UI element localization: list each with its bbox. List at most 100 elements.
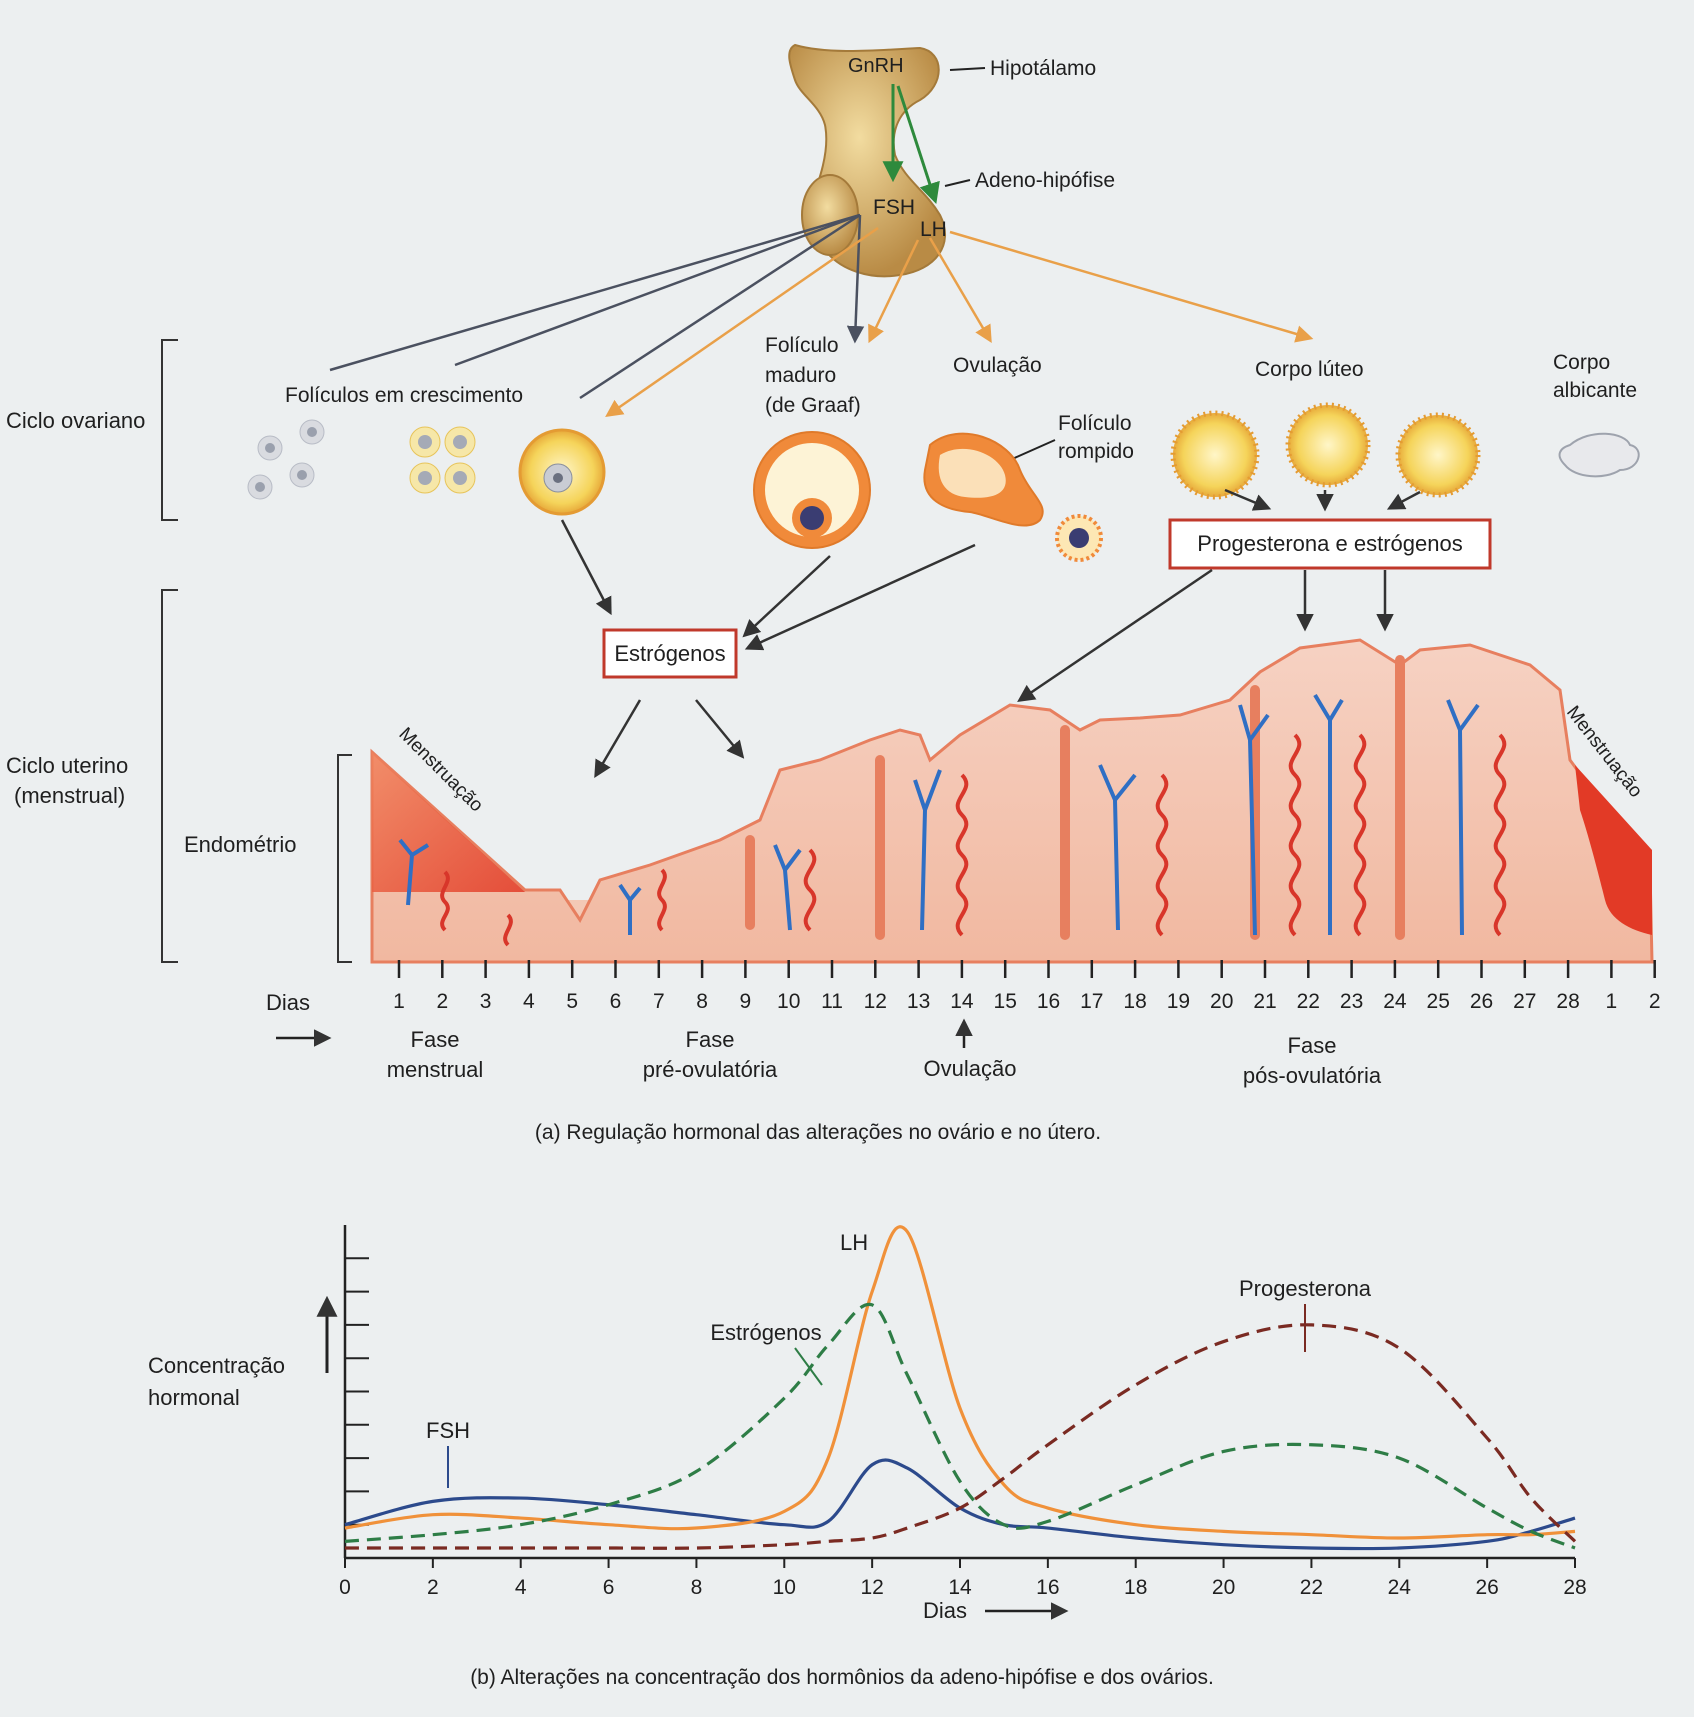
- day-label: 8: [696, 990, 708, 1013]
- fsh-arrows: [329, 213, 865, 400]
- corpo-albicante-label-2: albicante: [1553, 379, 1637, 402]
- series-line-estrogenos: [344, 1302, 1576, 1550]
- x-tick-label: 16: [1036, 1576, 1059, 1599]
- ciclo-ovariano-label: Ciclo ovariano: [6, 408, 145, 433]
- uterine-bracket: [161, 589, 178, 963]
- ciclo-uterino-label-2: (menstrual): [14, 783, 125, 808]
- day-label: 1: [1606, 990, 1618, 1013]
- series-line-progesterona: [345, 1323, 1577, 1550]
- day-timeline: 1 2 3 4 5 6 7 8 9 10 11 12 13 14 15 16 17 18 19 20 21 22 23 24 2…: [393, 960, 1661, 1013]
- x-tick-label: 14: [948, 1576, 972, 1599]
- endometrium-illustration: [370, 638, 1654, 964]
- day-label: 16: [1037, 990, 1060, 1013]
- lh-arrows: [605, 226, 1314, 417]
- ovulacao-day-label: Ovulação: [924, 1056, 1017, 1081]
- series-label-estrogenos: Estrógenos: [710, 1320, 821, 1345]
- day-label: 10: [777, 990, 800, 1013]
- day-label: 14: [950, 990, 974, 1013]
- day-label: 19: [1167, 990, 1190, 1013]
- hipotalamo-label: Hipotálamo: [990, 57, 1096, 80]
- series-line-fsh: [344, 1458, 1576, 1551]
- day-label: 6: [610, 990, 622, 1013]
- day-label: 7: [653, 990, 665, 1013]
- day-label: 26: [1470, 990, 1493, 1013]
- corpus-luteum-group: [1170, 402, 1481, 500]
- ciclo-uterino-label-1: Ciclo uterino: [6, 753, 128, 778]
- growing-follicles: [247, 419, 606, 516]
- x-tick-label: 18: [1124, 1576, 1147, 1599]
- day-label: 24: [1383, 990, 1407, 1013]
- fase-pre-label-2: pré-ovulatória: [643, 1057, 778, 1082]
- gnrh-to-lh-arrow: [896, 85, 940, 204]
- x-tick-label: 22: [1300, 1576, 1323, 1599]
- ovarian-bracket: [161, 339, 178, 521]
- day-label: 9: [740, 990, 752, 1013]
- corpo-albicante-label-1: Corpo: [1553, 351, 1610, 374]
- day-label: 2: [1649, 990, 1661, 1013]
- corpus-albicans: [1558, 432, 1640, 478]
- x-tick-label: 8: [691, 1576, 703, 1599]
- fase-pos-label-2: pós-ovulatória: [1243, 1063, 1382, 1088]
- day-label: 5: [566, 990, 578, 1013]
- lh-label-pituitary: LH: [920, 218, 947, 241]
- ylabel-2: hormonal: [148, 1385, 240, 1410]
- x-tick-label: 4: [515, 1576, 527, 1599]
- day-label: 2: [436, 990, 448, 1013]
- hipotalamo-pointer: [949, 67, 986, 71]
- day-label: 28: [1556, 990, 1579, 1013]
- x-tick-label: 6: [603, 1576, 615, 1599]
- dias-label: Dias: [266, 990, 310, 1015]
- corpo-luteo-label: Corpo lúteo: [1255, 358, 1364, 381]
- adeno-hipofise-label: Adeno-hipófise: [975, 169, 1115, 192]
- fase-menstrual-label-2: menstrual: [387, 1057, 484, 1082]
- fase-pos-label-1: Fase: [1288, 1033, 1337, 1058]
- day-label: 1: [393, 990, 405, 1013]
- progesterona-box-label: Progesterona e estrógenos: [1197, 531, 1462, 556]
- x-tick-label: 20: [1212, 1576, 1235, 1599]
- day-label: 25: [1427, 990, 1450, 1013]
- ovulation-follicle: [923, 432, 1103, 562]
- day-label: 3: [480, 990, 492, 1013]
- foliculo-maduro-label-1: Folículo: [765, 334, 839, 357]
- day-label: 22: [1297, 990, 1320, 1013]
- progesterona-box: Progesterona e estrógenos: [1168, 518, 1492, 570]
- x-tick-label: 24: [1388, 1576, 1412, 1599]
- regulation-arrows: [560, 488, 1421, 779]
- fase-pre-label-1: Fase: [686, 1027, 735, 1052]
- caption-b: (b) Alterações na concentração dos hormô…: [470, 1666, 1214, 1689]
- ovulacao-top-label: Ovulação: [953, 354, 1042, 377]
- day-label: 11: [821, 990, 843, 1013]
- day-label: 4: [523, 990, 535, 1013]
- foliculo-rompido-label-1: Folículo: [1058, 412, 1132, 435]
- caption-a: (a) Regulação hormonal das alterações no…: [535, 1121, 1101, 1144]
- rompido-pointer: [1009, 439, 1056, 461]
- day-label: 21: [1253, 990, 1276, 1013]
- x-tick-label: 28: [1563, 1576, 1586, 1599]
- x-tick-label: 0: [339, 1576, 351, 1599]
- fsh-label-pituitary: FSH: [873, 196, 915, 219]
- day-label: 20: [1210, 990, 1233, 1013]
- x-tick-label: 12: [860, 1576, 883, 1599]
- hypothalamus-pituitary-illustration: [788, 43, 946, 278]
- gnrh-label: GnRH: [848, 55, 904, 77]
- day-label: 27: [1513, 990, 1536, 1013]
- day-label: 15: [994, 990, 1017, 1013]
- foliculo-maduro-label-3: (de Graaf): [765, 394, 861, 417]
- x-tick-label: 10: [773, 1576, 796, 1599]
- ylabel-1: Concentração: [148, 1353, 285, 1378]
- series-label-progesterona: Progesterona: [1239, 1276, 1372, 1301]
- day-label: 23: [1340, 990, 1363, 1013]
- series-label-lh: LH: [840, 1230, 868, 1255]
- estrogenos-box: Estrógenos: [602, 628, 738, 679]
- foliculos-label: Folículos em crescimento: [285, 384, 523, 407]
- x-tick-label: 26: [1475, 1576, 1498, 1599]
- day-label: 12: [864, 990, 887, 1013]
- series-line-lh: [344, 1225, 1576, 1540]
- foliculo-rompido-label-2: rompido: [1058, 440, 1134, 463]
- day-label: 13: [907, 990, 930, 1013]
- foliculo-maduro-label-2: maduro: [765, 364, 836, 387]
- endometrio-label: Endométrio: [184, 832, 297, 857]
- day-label: 18: [1123, 990, 1146, 1013]
- xlabel: Dias: [923, 1598, 967, 1623]
